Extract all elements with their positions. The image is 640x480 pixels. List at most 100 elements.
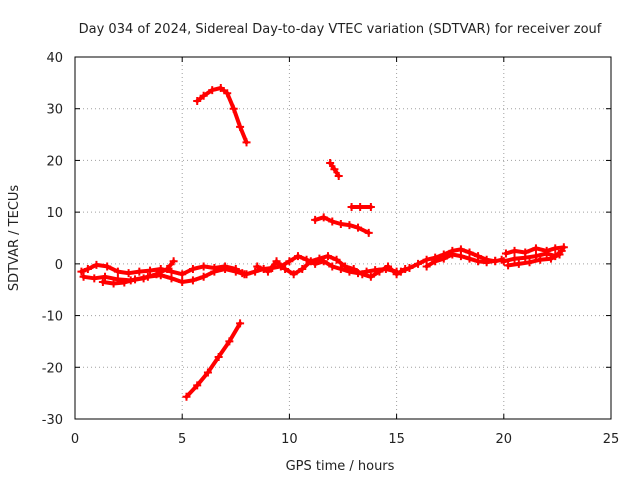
data-point xyxy=(504,261,513,270)
data-point xyxy=(103,262,112,271)
data-point xyxy=(169,257,178,266)
y-tick-label: 30 xyxy=(46,103,63,118)
series-track-near-zero-e xyxy=(253,252,410,281)
data-point xyxy=(448,250,457,259)
data-point xyxy=(431,257,440,266)
data-point xyxy=(98,277,107,286)
data-point xyxy=(216,84,225,93)
data-point xyxy=(422,255,431,264)
data-point xyxy=(225,337,234,346)
x-tick-label: 25 xyxy=(603,432,620,447)
y-tick-label: 0 xyxy=(55,258,63,273)
series-track-mid-11-14h xyxy=(311,213,373,237)
data-point xyxy=(332,255,341,264)
data-point xyxy=(439,254,448,263)
data-point xyxy=(326,159,335,168)
data-point xyxy=(263,267,272,276)
data-point xyxy=(208,86,217,95)
x-tick-label: 0 xyxy=(71,432,79,447)
data-point xyxy=(510,254,519,263)
data-point xyxy=(414,259,423,268)
data-point xyxy=(422,262,431,271)
data-point xyxy=(77,267,86,276)
data-point xyxy=(546,254,555,263)
data-point xyxy=(156,271,165,280)
series-group xyxy=(77,84,568,401)
data-point xyxy=(289,270,298,279)
data-point xyxy=(542,249,551,258)
data-point xyxy=(298,265,307,274)
data-point xyxy=(456,245,465,254)
data-point xyxy=(396,267,405,276)
data-point xyxy=(336,265,345,274)
data-point xyxy=(146,266,155,275)
data-point xyxy=(199,262,208,271)
data-point xyxy=(203,368,212,377)
data-point xyxy=(336,220,345,229)
data-point xyxy=(384,262,393,271)
data-point xyxy=(229,104,238,113)
data-point xyxy=(345,221,354,230)
data-point xyxy=(341,262,350,271)
data-point xyxy=(315,254,324,263)
data-point xyxy=(188,265,197,274)
data-point xyxy=(221,265,230,274)
series-track-short-13h xyxy=(347,202,375,211)
data-point xyxy=(92,260,101,269)
data-point xyxy=(514,259,523,268)
data-point xyxy=(392,270,401,279)
series-track-descending-arc xyxy=(182,319,245,401)
data-point xyxy=(210,267,219,276)
data-point xyxy=(167,274,176,283)
data-point xyxy=(334,171,343,180)
data-point xyxy=(135,267,144,276)
y-tick-label: -10 xyxy=(42,310,63,325)
data-point xyxy=(167,267,176,276)
y-tick-label: -30 xyxy=(42,413,63,428)
data-point xyxy=(101,272,110,281)
data-point xyxy=(474,257,483,266)
series-track-near-zero-j xyxy=(504,250,564,270)
data-point xyxy=(272,257,281,266)
data-point xyxy=(510,246,519,255)
data-point xyxy=(531,244,540,253)
data-point xyxy=(375,267,384,276)
x-tick-label: 15 xyxy=(388,432,405,447)
data-point xyxy=(236,319,245,328)
series-track-near-zero-g xyxy=(422,250,500,271)
data-point xyxy=(124,269,133,278)
data-point xyxy=(347,202,356,211)
data-point xyxy=(302,255,311,264)
data-point xyxy=(113,267,122,276)
data-point xyxy=(499,257,508,266)
y-tick-label: 10 xyxy=(46,206,63,221)
data-point xyxy=(349,265,358,274)
series-line xyxy=(184,321,243,399)
series-track-high-arc xyxy=(193,84,251,147)
data-point xyxy=(242,138,251,147)
y-tick-label: 20 xyxy=(46,154,63,169)
data-point xyxy=(293,252,302,261)
data-point xyxy=(236,122,245,131)
data-point xyxy=(199,91,208,100)
data-point xyxy=(223,89,232,98)
data-point xyxy=(163,265,172,274)
data-point xyxy=(525,258,534,267)
data-point xyxy=(199,272,208,281)
data-point xyxy=(366,202,375,211)
data-point xyxy=(251,267,260,276)
data-point xyxy=(109,279,118,288)
data-point xyxy=(178,270,187,279)
axis-ticks xyxy=(74,56,612,420)
data-point xyxy=(178,277,187,286)
data-point xyxy=(536,255,545,264)
data-point xyxy=(311,215,320,224)
data-point xyxy=(131,275,140,284)
data-point xyxy=(364,228,373,237)
grid-lines xyxy=(75,57,611,419)
data-point xyxy=(521,253,530,262)
data-point xyxy=(90,274,99,283)
data-point xyxy=(143,272,152,281)
x-tick-labels: 0 5 10 15 20 25 xyxy=(71,432,619,447)
